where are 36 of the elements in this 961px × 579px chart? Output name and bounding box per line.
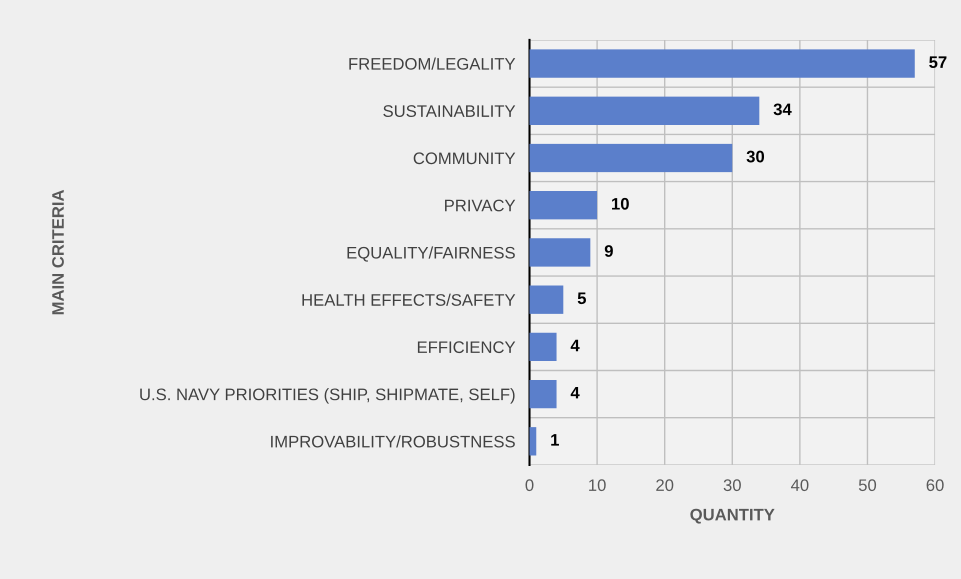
x-axis-title: QUANTITY	[690, 508, 775, 524]
bar	[530, 191, 598, 220]
x-tick-label: 30	[724, 479, 741, 492]
bar	[530, 144, 732, 172]
x-tick-label: 40	[790, 479, 808, 492]
bar	[530, 49, 915, 78]
x-tick-label: 0	[526, 479, 534, 492]
data-label: 4	[570, 340, 580, 352]
y-tick-label: SUSTAINABILITY	[383, 105, 516, 117]
data-label: 30	[746, 150, 764, 162]
y-tick-label: U.S. NAVY PRIORITIES (SHIP, SHIPMATE, SELF)	[140, 388, 515, 404]
bar	[530, 427, 536, 456]
y-tick-label: EFFICIENCY	[418, 341, 516, 354]
data-label: 34	[774, 103, 792, 116]
y-tick-label: PRIVACY	[445, 200, 516, 212]
y-axis-title: MAIN CRITERIA	[52, 190, 64, 314]
bar	[530, 238, 590, 267]
data-label: 4	[570, 386, 580, 398]
x-tick-label: 50	[858, 479, 876, 492]
bar	[530, 332, 557, 362]
data-label: 1	[551, 434, 559, 446]
y-tick-label: COMMUNITY	[414, 152, 516, 164]
bar	[530, 380, 557, 408]
x-tick-label: 60	[926, 479, 944, 492]
x-tick-label: 20	[656, 479, 674, 492]
data-label: 57	[929, 56, 946, 68]
bar	[530, 286, 564, 314]
y-tick-label: FREEDOM/LEGALITY	[349, 58, 516, 70]
y-tick-label: EQUALITY/FAIRNESS	[347, 246, 515, 262]
bar	[530, 96, 760, 125]
data-label: 9	[604, 245, 613, 257]
y-tick-label: HEALTH EFFECTS/SAFETY	[302, 294, 516, 306]
data-label: 5	[578, 292, 586, 304]
data-label: 10	[612, 198, 629, 210]
y-tick-label: IMPROVABILITY/ROBUSTNESS	[271, 435, 515, 448]
x-tick-label: 10	[589, 479, 606, 492]
